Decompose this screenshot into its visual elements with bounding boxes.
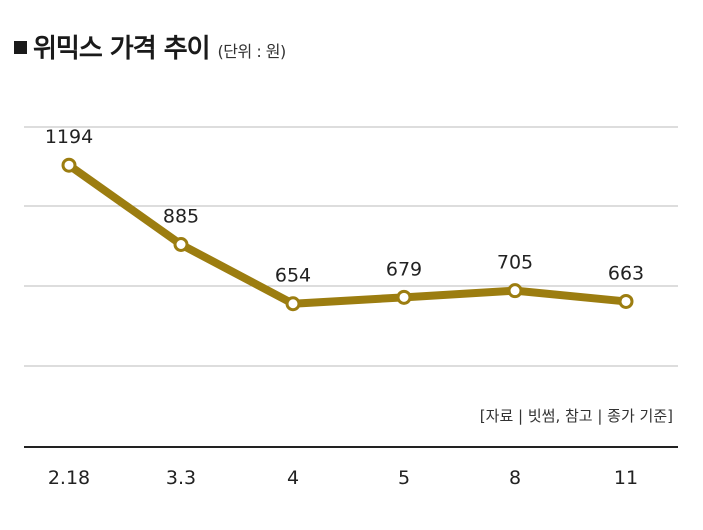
data-point-4	[285, 296, 301, 312]
unit-label: (단위 : 원)	[217, 42, 287, 61]
x-tick-labels: 2.18 3.3 4 5 8 11	[48, 467, 638, 489]
data-point-3.3	[173, 236, 189, 252]
data-point-11	[618, 293, 634, 309]
data-point-2.18	[61, 157, 77, 173]
x-tick-3.3: 3.3	[166, 467, 196, 489]
x-tick-2.18: 2.18	[48, 467, 90, 489]
series-layer	[61, 157, 634, 312]
data-labels: 1194 885 654 679 705 663	[45, 126, 644, 287]
gridlines	[24, 126, 678, 367]
data-label-4: 654	[275, 265, 311, 287]
data-label-8: 705	[497, 252, 533, 274]
data-label-3.3: 885	[163, 205, 199, 227]
data-label-5: 679	[386, 258, 422, 280]
chart-header: 위믹스 가격 추이 (단위 : 원)	[14, 28, 286, 68]
x-tick-5: 5	[398, 467, 410, 489]
data-label-11: 663	[608, 262, 644, 284]
chart-title: 위믹스 가격 추이	[33, 34, 211, 64]
x-tick-11: 11	[614, 467, 638, 489]
data-point-8	[507, 283, 523, 299]
series-line	[65, 161, 630, 308]
source-note: [자료 | 빗썸, 참고 | 종가 기준]	[480, 407, 673, 425]
data-point-5	[396, 289, 412, 305]
x-tick-4: 4	[287, 467, 299, 489]
x-tick-8: 8	[509, 467, 521, 489]
data-label-2.18: 1194	[45, 126, 93, 148]
title-square-icon	[14, 41, 27, 54]
